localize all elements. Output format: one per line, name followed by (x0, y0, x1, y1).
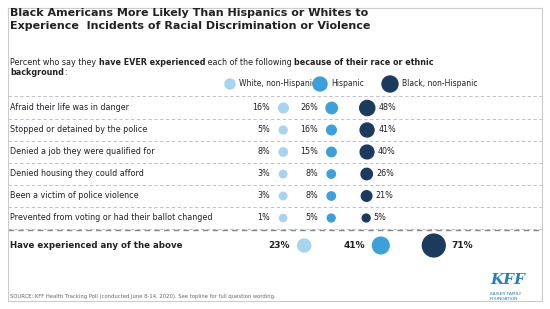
Circle shape (313, 77, 327, 91)
Circle shape (361, 168, 372, 180)
Text: 26%: 26% (376, 170, 394, 179)
Circle shape (327, 170, 336, 178)
Circle shape (382, 76, 398, 92)
Text: 41%: 41% (378, 125, 396, 134)
Text: 16%: 16% (300, 125, 318, 134)
Circle shape (279, 192, 287, 200)
Text: 3%: 3% (257, 170, 270, 179)
Text: Stopped or detained by the police: Stopped or detained by the police (10, 125, 147, 134)
Text: 3%: 3% (257, 192, 270, 201)
Text: :: : (64, 68, 67, 77)
Text: 40%: 40% (378, 147, 396, 156)
Text: 15%: 15% (300, 147, 318, 156)
Circle shape (279, 103, 288, 113)
Text: Percent who say they: Percent who say they (10, 58, 98, 67)
Circle shape (360, 145, 374, 159)
Circle shape (361, 191, 372, 201)
Text: because of their race or ethnic: because of their race or ethnic (294, 58, 434, 67)
Text: Afraid their life was in danger: Afraid their life was in danger (10, 104, 129, 112)
Text: White, non-Hispanic: White, non-Hispanic (239, 79, 316, 88)
Text: 23%: 23% (268, 241, 290, 250)
Text: KFF: KFF (490, 273, 525, 287)
Text: 5%: 5% (305, 214, 318, 222)
Text: Have experienced any of the above: Have experienced any of the above (10, 241, 183, 250)
Text: Denied housing they could afford: Denied housing they could afford (10, 170, 144, 179)
Circle shape (327, 125, 336, 135)
Circle shape (327, 147, 336, 157)
Text: KAISER FAMILY
FOUNDATION: KAISER FAMILY FOUNDATION (490, 292, 521, 301)
Text: 8%: 8% (257, 147, 270, 156)
Text: SOURCE: KFF Health Tracking Poll (conducted June 8-14, 2020). See topline for fu: SOURCE: KFF Health Tracking Poll (conduc… (10, 294, 276, 299)
Circle shape (326, 102, 337, 114)
Text: Denied a job they were qualified for: Denied a job they were qualified for (10, 147, 155, 156)
Text: 41%: 41% (343, 241, 365, 250)
Circle shape (327, 192, 336, 200)
Circle shape (225, 79, 235, 89)
Text: each of the following: each of the following (205, 58, 294, 67)
Circle shape (298, 239, 311, 252)
Text: 16%: 16% (252, 104, 270, 112)
Text: 8%: 8% (305, 192, 318, 201)
Text: Black Americans More Likely Than Hispanics or Whites to
Experience  Incidents of: Black Americans More Likely Than Hispani… (10, 8, 370, 31)
Circle shape (360, 123, 374, 137)
Text: 48%: 48% (379, 104, 397, 112)
Circle shape (372, 237, 389, 254)
Circle shape (422, 234, 445, 257)
Text: Prevented from voting or had their ballot changed: Prevented from voting or had their ballo… (10, 214, 212, 222)
Text: 21%: 21% (376, 192, 393, 201)
Text: have EVER experienced: have EVER experienced (98, 58, 205, 67)
Text: Been a victim of police violence: Been a victim of police violence (10, 192, 139, 201)
Circle shape (279, 170, 287, 178)
Text: 71%: 71% (451, 241, 472, 250)
Circle shape (279, 214, 287, 222)
Text: background: background (10, 68, 64, 77)
Text: 1%: 1% (257, 214, 270, 222)
Circle shape (279, 148, 288, 156)
Text: 8%: 8% (305, 170, 318, 179)
Circle shape (362, 214, 370, 222)
Circle shape (360, 100, 375, 116)
Text: 5%: 5% (373, 214, 386, 222)
Circle shape (279, 126, 287, 134)
Text: Black, non-Hispanic: Black, non-Hispanic (402, 79, 477, 88)
Text: 26%: 26% (300, 104, 318, 112)
Text: 5%: 5% (257, 125, 270, 134)
Text: Hispanic: Hispanic (331, 79, 364, 88)
Circle shape (327, 214, 335, 222)
